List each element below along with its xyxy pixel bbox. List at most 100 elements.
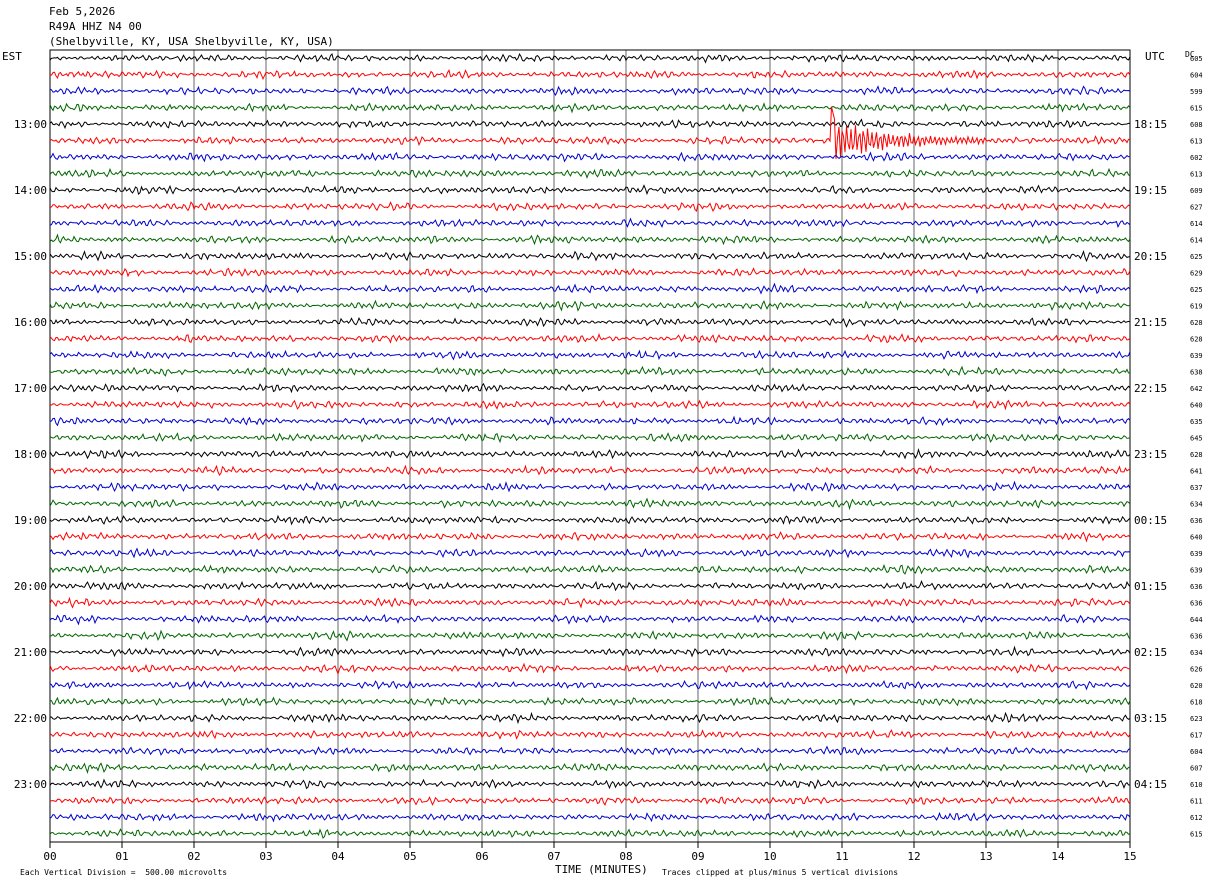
dc-offset-label: 618	[1190, 699, 1203, 707]
x-tick-label: 14	[1051, 850, 1065, 863]
dc-offset-label: 623	[1190, 715, 1203, 723]
dc-offset-label: 614	[1190, 220, 1203, 228]
x-tick-label: 12	[907, 850, 920, 863]
left-hour-label: 15:00	[14, 250, 47, 263]
trace-line	[49, 464, 1131, 476]
right-hour-label: 18:15	[1134, 118, 1167, 131]
dc-offset-label: 641	[1190, 468, 1203, 476]
dc-offset-label: 608	[1190, 121, 1203, 129]
x-axis-title: TIME (MINUTES)	[555, 863, 648, 876]
trace-line	[49, 629, 1131, 642]
trace-line	[49, 282, 1131, 295]
dc-offset-label: 607	[1190, 765, 1203, 773]
trace-line	[49, 102, 1131, 114]
x-tick-label: 05	[403, 850, 416, 863]
dc-offset-label: 635	[1190, 418, 1203, 426]
right-hour-label: 02:15	[1134, 646, 1167, 659]
trace-line	[49, 828, 1131, 839]
dc-offset-label: 611	[1190, 798, 1203, 806]
scale-note: Each Vertical Division = 500.00 microvol…	[20, 868, 228, 877]
header-station: R49A HHZ N4 00	[49, 20, 142, 33]
dc-offset-label: 627	[1190, 204, 1203, 212]
dc-offset-label: 644	[1190, 616, 1203, 624]
left-timezone-label: EST	[2, 50, 22, 63]
trace-line	[49, 399, 1131, 411]
dc-offset-label: 615	[1190, 831, 1203, 839]
dc-offset-label: 619	[1190, 303, 1203, 311]
dc-offset-label: 636	[1190, 517, 1203, 525]
trace-line	[49, 729, 1131, 740]
dc-offset-label: 642	[1190, 385, 1203, 393]
trace-line	[49, 167, 1131, 180]
trace-line	[49, 480, 1131, 493]
x-tick-label: 01	[115, 850, 128, 863]
x-tick-label: 07	[547, 850, 560, 863]
dc-offset-label: 625	[1190, 253, 1203, 261]
trace-line	[49, 249, 1131, 263]
left-hour-label: 19:00	[14, 514, 47, 527]
dc-offset-label: 634	[1190, 649, 1203, 657]
trace-line	[49, 201, 1131, 212]
trace-line	[49, 151, 1131, 163]
trace-line	[49, 106, 1131, 160]
trace-line	[49, 696, 1131, 707]
trace-line	[49, 531, 1131, 543]
trace-line	[49, 596, 1131, 609]
dc-label: DC	[1185, 50, 1195, 59]
trace-line	[49, 69, 1131, 81]
dc-offset-label: 604	[1190, 72, 1203, 80]
trace-line	[49, 52, 1131, 64]
clip-note: Traces clipped at plus/minus 5 vertical …	[662, 868, 899, 877]
dc-offset-label: 645	[1190, 435, 1203, 443]
x-tick-label: 00	[43, 850, 56, 863]
x-tick-label: 04	[331, 850, 345, 863]
right-hour-label: 21:15	[1134, 316, 1167, 329]
trace-line	[49, 679, 1131, 691]
dc-offset-label: 604	[1190, 748, 1203, 756]
trace-line	[49, 85, 1131, 96]
trace-line	[49, 447, 1131, 460]
right-hour-label: 19:15	[1134, 184, 1167, 197]
trace-line	[49, 299, 1131, 312]
left-hour-label: 18:00	[14, 448, 47, 461]
dc-offset-label: 639	[1190, 567, 1203, 575]
trace-line	[49, 547, 1131, 559]
trace-line	[49, 811, 1131, 823]
dc-offset-label: 628	[1190, 336, 1203, 344]
trace-line	[49, 217, 1131, 229]
dc-offset-label: 637	[1190, 484, 1203, 492]
dc-offset-label: 634	[1190, 501, 1203, 509]
label-layer: 00 01 02 03 04 05 06 07 08 09 10 11 12 13 14 15 605 604 59…	[14, 55, 1203, 863]
trace-line	[49, 795, 1131, 807]
dc-offset-label: 599	[1190, 88, 1203, 96]
header-date: Feb 5,2026	[49, 5, 116, 18]
dc-offset-label: 615	[1190, 105, 1203, 113]
right-hour-label: 01:15	[1134, 580, 1167, 593]
trace-line	[49, 778, 1131, 790]
trace-line	[49, 432, 1131, 444]
trace-line	[49, 497, 1131, 511]
x-tick-label: 15	[1123, 850, 1136, 863]
dc-offset-label: 617	[1190, 732, 1203, 740]
dc-offset-label: 610	[1190, 781, 1203, 789]
dc-offset-label: 636	[1190, 583, 1203, 591]
x-tick-label: 08	[619, 850, 632, 863]
left-hour-label: 22:00	[14, 712, 47, 725]
trace-line	[49, 382, 1131, 394]
x-tick-label: 09	[691, 850, 704, 863]
trace-line	[49, 415, 1131, 427]
left-hour-label: 13:00	[14, 118, 47, 131]
dc-offset-label: 629	[1190, 270, 1203, 278]
x-tick-label: 13	[979, 850, 992, 863]
grid-layer	[49, 49, 1131, 848]
left-hour-label: 23:00	[14, 778, 47, 791]
x-tick-label: 11	[835, 850, 848, 863]
trace-layer	[49, 52, 1131, 839]
trace-line	[49, 745, 1131, 756]
dc-offset-label: 613	[1190, 138, 1203, 146]
trace-line	[49, 118, 1131, 130]
trace-line	[49, 563, 1131, 575]
x-tick-label: 06	[475, 850, 488, 863]
trace-line	[49, 267, 1131, 278]
